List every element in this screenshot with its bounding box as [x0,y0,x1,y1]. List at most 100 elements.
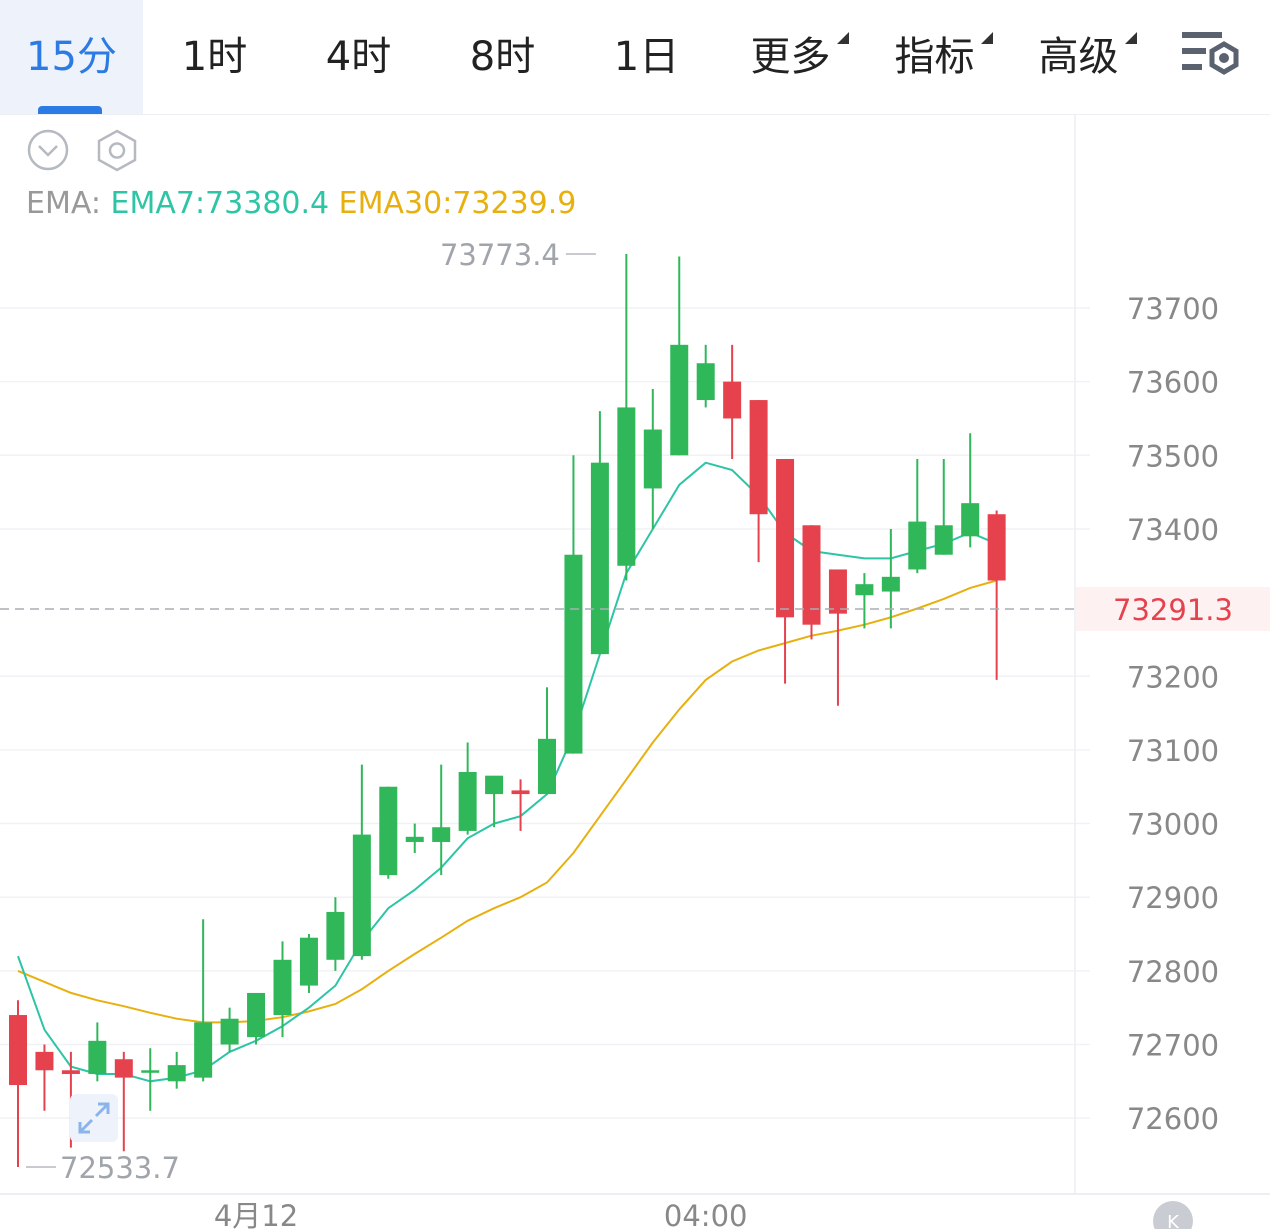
time-tick: 4月12 [214,1199,298,1229]
candle-body [326,911,345,960]
candle [35,1044,54,1111]
price-tick: 73400 [1127,513,1219,547]
candle [723,344,742,459]
candle-body [405,836,424,842]
candle [643,389,662,529]
ema-legend: EMA: EMA7:73380.4 EMA30:73239.9 [26,186,576,221]
tab-2[interactable]: 1时 [143,0,286,114]
hexagon-settings-icon[interactable] [94,128,140,172]
candle-body [194,1022,213,1078]
tab-label: 指标 [895,32,993,80]
dropdown-triangle-icon [836,32,849,44]
tab-3[interactable]: 4时 [287,0,430,114]
candle [88,1022,107,1082]
candle-body [934,525,953,555]
candle [432,764,451,876]
candle-body [696,363,715,401]
candle-body [273,959,292,1016]
candle [855,573,874,629]
price-tick: 73500 [1127,439,1219,473]
current-price-badge [1076,587,1270,632]
candle [590,411,609,655]
candlestick-chart[interactable]: 73700 73600 73500 73400 73200 73100 73000 72900… [0,114,1270,1229]
candle-body [908,521,927,570]
candle [696,344,715,408]
chevron-down-circle-icon[interactable] [26,128,70,172]
candle [9,1000,27,1167]
current-price-marker: 73291.3 [0,587,1270,632]
candle-body [617,407,636,566]
tab-5[interactable]: 1日 [575,0,718,114]
candle-body [167,1065,186,1082]
tab-8[interactable]: 高级 [1007,0,1150,114]
candle [299,934,318,993]
candle [511,779,530,831]
candle [961,433,980,548]
candle-body [961,503,980,537]
candle [908,458,927,574]
candle-body [432,827,451,842]
tab-label: 1日 [613,34,680,80]
active-tab-indicator [38,106,102,114]
candle-body [776,458,795,618]
candle [458,742,477,835]
candle [352,764,371,960]
candle [564,455,583,754]
candle [194,919,213,1082]
candle [379,786,398,879]
candle-body [538,738,556,795]
tab-label: 高级 [1039,32,1137,80]
candle-body [802,525,821,625]
candle [326,897,345,971]
price-tick: 73200 [1127,660,1219,694]
candle-body [247,992,266,1038]
ema7-line [17,461,997,1083]
price-tick: 72800 [1127,955,1219,989]
tab-7[interactable]: 指标 [863,0,1006,114]
price-tick: 72700 [1127,1029,1219,1063]
chart-settings-icon[interactable] [1180,30,1242,82]
svg-text:K: K [1167,1212,1180,1229]
candle [670,256,689,456]
high-price-label: 73773.4 [440,238,560,272]
candle-body [299,937,318,986]
candle [247,992,266,1045]
dropdown-triangle-icon [1124,32,1137,44]
expand-arrows-icon[interactable] [70,1094,118,1142]
tab-4[interactable]: 8时 [431,0,574,114]
candle-body [828,569,847,614]
candle-body [749,400,768,515]
price-tick: 72900 [1127,881,1219,915]
candle [538,687,556,795]
candle-body [35,1051,54,1071]
interval-tabs: 15分 1时 4时 8时 1日 更多 指标 高级 [0,0,1270,115]
candle-body [458,771,477,831]
ema30-value: EMA30:73239.9 [338,186,577,221]
candle [934,458,953,555]
candle-body [114,1059,133,1078]
time-axis: 4月12 04:00 [214,1199,748,1229]
candle [220,1007,239,1052]
candle-body [141,1070,160,1073]
candle [987,510,1006,680]
tab-label: 8时 [469,34,536,80]
candles [9,253,1006,1167]
candle [776,458,795,684]
dropdown-triangle-icon [980,32,993,44]
tab-6[interactable]: 更多 [719,0,862,114]
candle [167,1051,186,1089]
candle-body [485,775,504,795]
price-tick: 73700 [1127,292,1219,326]
candle-body [564,554,583,754]
candle [828,569,847,706]
price-tick: 73600 [1127,366,1219,400]
ema30-line [17,579,997,1024]
candle-body [88,1040,107,1074]
candle-body [855,584,874,596]
candle-body [987,514,1006,581]
candle-body [881,576,900,592]
price-axis: 73700 73600 73500 73400 73200 73100 73000 72900… [1127,292,1219,1136]
candle [617,253,636,581]
tab-1[interactable]: 15分 [0,0,143,114]
ema-prefix: EMA: [26,186,101,221]
